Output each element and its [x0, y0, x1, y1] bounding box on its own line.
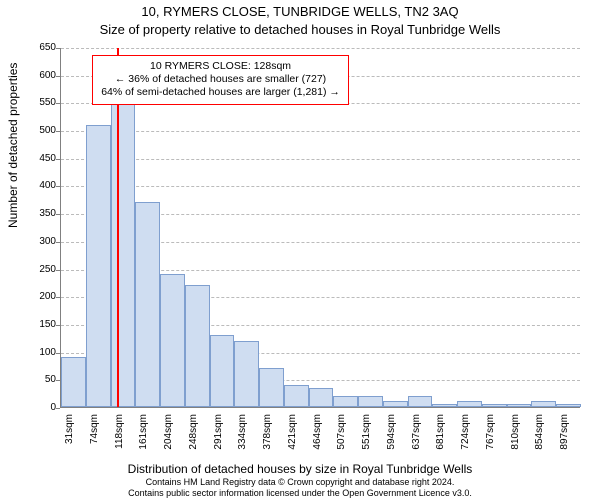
- x-tick-label: 204sqm: [163, 414, 174, 464]
- x-tick-label: 724sqm: [460, 414, 471, 464]
- y-tick-label: 0: [16, 403, 56, 413]
- x-tick-label: 637sqm: [411, 414, 422, 464]
- y-tick-label: 150: [16, 320, 56, 330]
- footer-line-1: Contains HM Land Registry data © Crown c…: [0, 477, 600, 487]
- x-tick-label: 594sqm: [386, 414, 397, 464]
- bar: [111, 69, 136, 407]
- x-tick-label: 767sqm: [485, 414, 496, 464]
- bar: [234, 341, 259, 407]
- y-tick-mark: [56, 186, 60, 187]
- bar: [86, 125, 111, 407]
- page-title-2: Size of property relative to detached ho…: [0, 22, 600, 37]
- y-tick-mark: [56, 380, 60, 381]
- bar: [507, 404, 532, 407]
- y-tick-mark: [56, 408, 60, 409]
- bar: [556, 404, 581, 407]
- bar: [135, 202, 160, 407]
- x-tick-label: 421sqm: [287, 414, 298, 464]
- y-axis-label: Number of detached properties: [6, 63, 20, 228]
- y-tick-mark: [56, 242, 60, 243]
- gridline: [61, 159, 580, 160]
- bar: [61, 357, 86, 407]
- y-tick-mark: [56, 76, 60, 77]
- bar: [210, 335, 235, 407]
- chart-root: 10, RYMERS CLOSE, TUNBRIDGE WELLS, TN2 3…: [0, 0, 600, 500]
- y-tick-label: 350: [16, 209, 56, 219]
- x-tick-label: 810sqm: [510, 414, 521, 464]
- y-tick-mark: [56, 353, 60, 354]
- x-tick-label: 291sqm: [213, 414, 224, 464]
- x-tick-label: 334sqm: [237, 414, 248, 464]
- bar: [457, 401, 482, 407]
- bar: [284, 385, 309, 407]
- y-tick-label: 650: [16, 43, 56, 53]
- x-axis-label: Distribution of detached houses by size …: [0, 462, 600, 476]
- bar: [531, 401, 556, 407]
- x-tick-label: 854sqm: [534, 414, 545, 464]
- bar: [160, 274, 185, 407]
- y-tick-mark: [56, 131, 60, 132]
- x-tick-label: 31sqm: [64, 414, 75, 464]
- y-tick-mark: [56, 325, 60, 326]
- y-tick-mark: [56, 48, 60, 49]
- y-tick-label: 100: [16, 348, 56, 358]
- y-tick-label: 450: [16, 154, 56, 164]
- y-tick-mark: [56, 297, 60, 298]
- y-tick-mark: [56, 159, 60, 160]
- bar: [408, 396, 433, 407]
- x-tick-label: 507sqm: [336, 414, 347, 464]
- y-tick-label: 300: [16, 237, 56, 247]
- x-tick-label: 118sqm: [114, 414, 125, 464]
- x-tick-label: 378sqm: [262, 414, 273, 464]
- y-tick-label: 200: [16, 292, 56, 302]
- footer: Contains HM Land Registry data © Crown c…: [0, 477, 600, 498]
- bar: [383, 401, 408, 407]
- gridline: [61, 131, 580, 132]
- y-tick-mark: [56, 214, 60, 215]
- y-tick-label: 550: [16, 98, 56, 108]
- bar: [309, 388, 334, 407]
- y-tick-label: 250: [16, 265, 56, 275]
- bar: [333, 396, 358, 407]
- y-tick-label: 600: [16, 71, 56, 81]
- bar: [259, 368, 284, 407]
- x-tick-label: 681sqm: [435, 414, 446, 464]
- y-tick-mark: [56, 103, 60, 104]
- bar: [358, 396, 383, 407]
- x-tick-label: 248sqm: [188, 414, 199, 464]
- page-title-1: 10, RYMERS CLOSE, TUNBRIDGE WELLS, TN2 3…: [0, 4, 600, 19]
- bar: [432, 404, 457, 407]
- annotation-line-2: ← 36% of detached houses are smaller (72…: [101, 73, 340, 86]
- annotation-line-1: 10 RYMERS CLOSE: 128sqm: [101, 60, 340, 73]
- y-tick-label: 500: [16, 126, 56, 136]
- annotation-line-3: 64% of semi-detached houses are larger (…: [101, 86, 340, 99]
- annotation-box: 10 RYMERS CLOSE: 128sqm← 36% of detached…: [92, 55, 349, 104]
- y-tick-label: 50: [16, 375, 56, 385]
- footer-line-2: Contains public sector information licen…: [0, 488, 600, 498]
- bar: [482, 404, 507, 407]
- x-tick-label: 74sqm: [89, 414, 100, 464]
- gridline: [61, 48, 580, 49]
- plot-area: 10 RYMERS CLOSE: 128sqm← 36% of detached…: [60, 48, 580, 408]
- bar: [185, 285, 210, 407]
- y-tick-mark: [56, 270, 60, 271]
- x-tick-label: 551sqm: [361, 414, 372, 464]
- gridline: [61, 186, 580, 187]
- x-tick-label: 161sqm: [138, 414, 149, 464]
- x-tick-label: 464sqm: [312, 414, 323, 464]
- x-tick-label: 897sqm: [559, 414, 570, 464]
- y-tick-label: 400: [16, 181, 56, 191]
